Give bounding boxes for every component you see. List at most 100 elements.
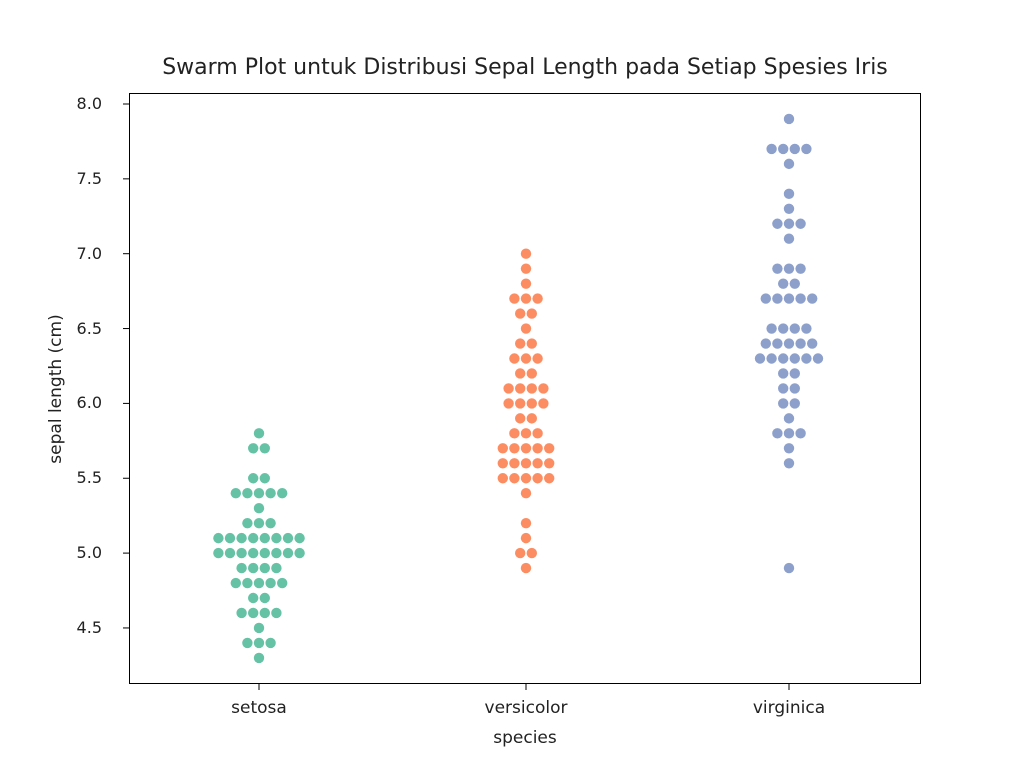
x-tick-label-virginica: virginica bbox=[752, 698, 826, 718]
data-point-versicolor bbox=[509, 473, 520, 484]
data-point-setosa bbox=[259, 562, 270, 574]
data-point-setosa bbox=[248, 473, 259, 484]
data-point-virginica bbox=[812, 353, 824, 364]
data-point-versicolor bbox=[520, 293, 532, 304]
data-point-virginica bbox=[795, 428, 806, 439]
data-point-setosa bbox=[242, 637, 253, 649]
data-point-setosa bbox=[277, 488, 288, 499]
data-point-setosa bbox=[253, 622, 265, 634]
data-point-virginica bbox=[801, 353, 812, 364]
data-point-setosa bbox=[230, 577, 241, 589]
x-tick-label-setosa: setosa bbox=[231, 698, 287, 718]
data-point-virginica bbox=[778, 143, 789, 155]
data-point-versicolor bbox=[515, 383, 526, 394]
y-tick-label: 5.0 bbox=[76, 543, 102, 563]
y-tick-label: 6.5 bbox=[76, 318, 102, 338]
data-point-virginica bbox=[778, 353, 789, 364]
data-point-versicolor bbox=[526, 308, 537, 319]
data-point-virginica bbox=[783, 203, 795, 214]
data-point-virginica bbox=[789, 383, 800, 394]
data-point-versicolor bbox=[526, 383, 537, 394]
data-point-setosa bbox=[259, 592, 270, 604]
data-point-setosa bbox=[236, 532, 247, 544]
data-point-versicolor bbox=[497, 458, 508, 469]
data-point-setosa bbox=[253, 488, 265, 499]
data-point-virginica bbox=[801, 323, 812, 334]
data-point-setosa bbox=[253, 577, 265, 589]
data-point-setosa bbox=[242, 577, 253, 589]
data-point-setosa bbox=[253, 637, 265, 649]
data-point-versicolor bbox=[538, 383, 549, 394]
data-point-setosa bbox=[265, 637, 276, 649]
data-point-setosa bbox=[248, 562, 259, 574]
data-point-virginica bbox=[789, 143, 800, 155]
data-point-virginica bbox=[783, 233, 795, 244]
data-point-virginica bbox=[783, 218, 795, 229]
data-point-virginica bbox=[783, 338, 795, 349]
data-point-virginica bbox=[807, 338, 818, 349]
data-point-virginica bbox=[772, 293, 783, 304]
data-point-setosa bbox=[236, 607, 247, 619]
data-point-versicolor bbox=[497, 473, 508, 484]
data-point-virginica bbox=[783, 263, 795, 274]
data-point-versicolor bbox=[544, 458, 555, 469]
data-point-virginica bbox=[783, 158, 795, 170]
data-point-setosa bbox=[259, 547, 270, 559]
data-point-versicolor bbox=[532, 293, 543, 304]
x-axis-label: species bbox=[493, 728, 557, 748]
data-point-versicolor bbox=[532, 458, 543, 469]
data-point-setosa bbox=[259, 607, 270, 619]
data-point-virginica bbox=[789, 398, 800, 409]
data-point-versicolor bbox=[538, 398, 549, 409]
data-point-virginica bbox=[795, 263, 806, 274]
data-point-versicolor bbox=[520, 443, 532, 454]
data-point-versicolor bbox=[509, 428, 520, 439]
data-point-versicolor bbox=[515, 368, 526, 379]
data-point-setosa bbox=[236, 562, 247, 574]
data-point-setosa bbox=[253, 502, 265, 514]
data-point-virginica bbox=[778, 323, 789, 334]
data-point-versicolor bbox=[526, 338, 537, 349]
data-point-versicolor bbox=[515, 413, 526, 424]
data-point-versicolor bbox=[532, 428, 543, 439]
data-point-virginica bbox=[783, 113, 795, 125]
data-point-virginica bbox=[795, 338, 806, 349]
data-point-versicolor bbox=[520, 532, 532, 544]
data-point-virginica bbox=[766, 353, 777, 364]
data-point-setosa bbox=[248, 607, 259, 619]
data-point-versicolor bbox=[503, 398, 514, 409]
data-point-setosa bbox=[230, 488, 241, 499]
data-point-virginica bbox=[766, 143, 777, 155]
data-point-setosa bbox=[248, 592, 259, 604]
data-point-setosa bbox=[248, 532, 259, 544]
data-point-virginica bbox=[760, 293, 771, 304]
data-point-virginica bbox=[772, 338, 783, 349]
data-point-versicolor bbox=[520, 517, 532, 529]
data-point-versicolor bbox=[520, 562, 532, 574]
data-point-versicolor bbox=[520, 353, 532, 364]
data-point-setosa bbox=[213, 547, 224, 559]
data-point-setosa bbox=[282, 532, 294, 544]
data-point-virginica bbox=[795, 218, 806, 229]
data-point-setosa bbox=[282, 547, 294, 559]
data-point-versicolor bbox=[515, 398, 526, 409]
data-point-versicolor bbox=[520, 248, 532, 259]
data-point-versicolor bbox=[526, 547, 537, 559]
data-point-versicolor bbox=[520, 278, 532, 289]
data-point-versicolor bbox=[520, 488, 532, 499]
data-point-setosa bbox=[236, 547, 247, 559]
data-point-virginica bbox=[772, 218, 783, 229]
data-point-virginica bbox=[789, 278, 800, 289]
data-point-virginica bbox=[760, 338, 771, 349]
data-point-virginica bbox=[783, 428, 795, 439]
data-point-virginica bbox=[801, 143, 812, 155]
plot-area bbox=[129, 93, 921, 684]
data-point-virginica bbox=[772, 428, 783, 439]
data-point-virginica bbox=[789, 323, 800, 334]
data-point-versicolor bbox=[509, 293, 520, 304]
data-point-versicolor bbox=[515, 308, 526, 319]
data-point-setosa bbox=[253, 428, 265, 439]
data-point-versicolor bbox=[526, 413, 537, 424]
y-tick-label: 6.0 bbox=[76, 393, 102, 413]
